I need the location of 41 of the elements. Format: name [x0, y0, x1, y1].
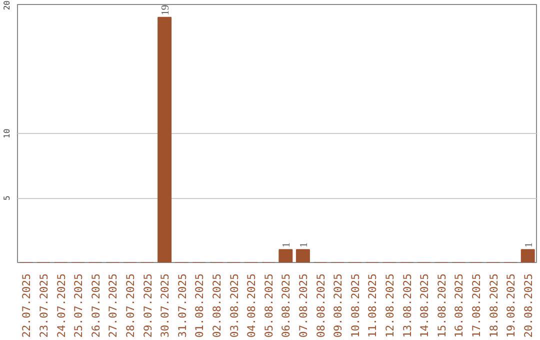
x-tick-label: 17.08.2025	[470, 274, 483, 338]
x-tick-label: 11.08.2025	[366, 274, 380, 338]
x-tick-label: 02.08.2025	[210, 274, 224, 338]
bar	[520, 249, 535, 262]
y-tick-label: 10	[2, 128, 12, 138]
bar	[296, 249, 310, 262]
x-tick-label: 16.08.2025	[452, 274, 466, 338]
x-tick-label: 27.07.2025	[106, 274, 120, 338]
data-label: 1	[298, 242, 310, 248]
x-tick-label: 06.08.2025	[280, 274, 293, 338]
x-tick-label: 30.07.2025	[158, 274, 172, 338]
x-tick-label: 31.07.2025	[176, 274, 189, 338]
x-tick-label: 07.08.2025	[296, 274, 310, 338]
x-tick-label: 03.08.2025	[228, 274, 241, 338]
x-tick-label: 22.07.2025	[20, 274, 34, 338]
x-tick-label: 20.08.2025	[522, 274, 535, 338]
x-tick-label: 08.08.2025	[314, 274, 328, 338]
y-tick-label: 5	[2, 195, 12, 200]
x-tick-label: 28.07.2025	[124, 274, 137, 338]
bar	[158, 16, 172, 262]
x-tick-label: 25.07.2025	[72, 274, 86, 338]
x-tick-label: 29.07.2025	[141, 274, 154, 338]
x-tick-label: 26.07.2025	[89, 274, 102, 338]
x-tick-label: 01.08.2025	[193, 274, 206, 338]
x-tick-label: 12.08.2025	[383, 274, 396, 338]
data-label: 19	[160, 4, 172, 16]
x-tick-label: 05.08.2025	[262, 274, 276, 338]
bar	[278, 249, 293, 262]
data-label: 1	[282, 242, 293, 248]
x-tick-label: 15.08.2025	[435, 274, 448, 338]
data-label: 1	[524, 242, 535, 248]
x-tick-label: 13.08.2025	[400, 274, 414, 338]
x-tick-label: 10.08.2025	[348, 274, 362, 338]
x-tick-label: 19.08.2025	[504, 274, 518, 338]
x-tick-label: 24.07.2025	[54, 274, 68, 338]
x-tick-label: 04.08.2025	[245, 274, 258, 338]
y-tick-label: 20	[2, 0, 12, 10]
x-tick-label: 18.08.2025	[487, 274, 500, 338]
x-tick-label: 09.08.2025	[332, 274, 345, 338]
x-tick-label: 14.08.2025	[418, 274, 432, 338]
x-tick-label: 23.07.2025	[37, 274, 50, 338]
